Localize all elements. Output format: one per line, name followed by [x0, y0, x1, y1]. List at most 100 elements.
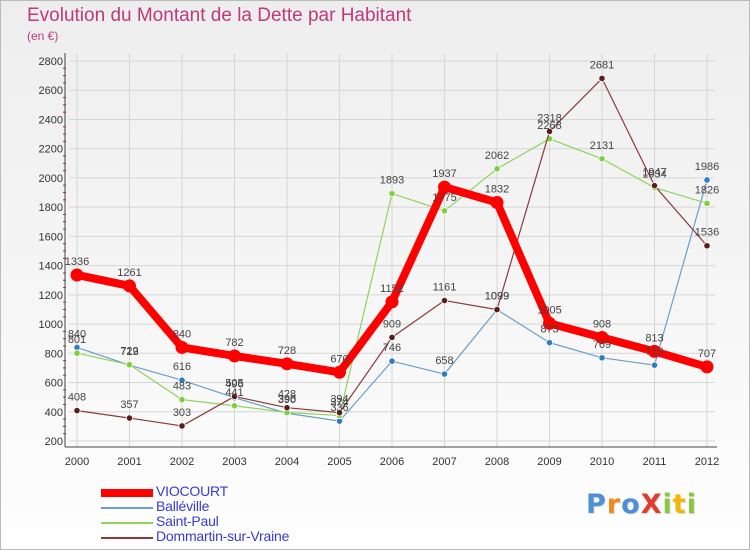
y-tick-label: 1800 [39, 202, 63, 214]
unit-label: (en €) [27, 29, 59, 43]
data-labels: 840 719 616 496 390 336 746 658 1099 873 769 719 198… [65, 59, 719, 419]
data-label-ball-ville: 719 [120, 346, 138, 358]
y-tick-label: 200 [45, 436, 63, 448]
data-point-viocourt [385, 295, 399, 309]
data-label-viocourt: 1937 [432, 168, 456, 180]
y-tick-label: 2800 [39, 56, 63, 68]
data-label-saint-paul: 2131 [590, 140, 614, 152]
x-tick-label: 2007 [432, 456, 456, 468]
data-label-ball-ville: 390 [278, 394, 296, 406]
data-label-dommartin-sur-vraine: 1099 [485, 291, 509, 303]
proxiti-logo: ProXiti [586, 489, 697, 520]
data-label-saint-paul: 441 [225, 387, 243, 399]
y-tick-label: 2200 [39, 144, 63, 156]
logo-letter: i [686, 489, 697, 520]
data-label-dommartin-sur-vraine: 357 [120, 399, 138, 411]
data-point-dommartin-sur-vraine [440, 296, 449, 305]
data-label-viocourt: 1336 [65, 256, 89, 268]
data-point-viocourt [438, 180, 451, 194]
data-point-viocourt [648, 344, 661, 358]
grid [69, 53, 715, 447]
y-tick-label: 1200 [39, 290, 63, 302]
data-point-viocourt [175, 340, 189, 354]
data-point-ball-ville [388, 357, 396, 365]
data-label-ball-ville: 746 [383, 342, 401, 354]
y-tick-label: 2400 [39, 114, 63, 126]
x-tick-label: 2006 [380, 456, 404, 468]
data-point-viocourt [543, 316, 556, 330]
y-tick-label: 800 [45, 348, 63, 360]
legend-label: Dommartin-sur-Vraine [156, 528, 290, 544]
x-tick-label: 2004 [275, 456, 299, 468]
data-point-saint-paul [703, 199, 711, 207]
data-point-dommartin-sur-vraine [650, 182, 659, 190]
y-tick-label: 600 [45, 378, 63, 390]
data-point-ball-ville [545, 339, 554, 347]
data-label-viocourt: 670 [330, 353, 348, 365]
data-label-saint-paul: 1934 [642, 169, 666, 181]
chart-title: Evolution du Montant de la Dette par Hab… [27, 5, 412, 26]
data-point-ball-ville [440, 370, 449, 378]
data-label-dommartin-sur-vraine: 303 [173, 407, 191, 419]
data-point-saint-paul [125, 361, 134, 369]
data-label-dommartin-sur-vraine: 909 [383, 318, 401, 330]
data-point-dommartin-sur-vraine [283, 404, 291, 412]
data-point-saint-paul [388, 189, 396, 198]
y-tick-label: 1000 [39, 319, 63, 331]
data-label-ball-ville: 658 [435, 355, 453, 367]
data-label-dommartin-sur-vraine: 1536 [695, 227, 719, 239]
x-tick-label: 2012 [695, 456, 719, 468]
data-point-viocourt [70, 268, 84, 282]
data-point-viocourt [595, 331, 609, 345]
data-label-viocourt: 707 [698, 348, 716, 360]
data-label-ball-ville: 336 [330, 402, 348, 414]
legend-label: Balléville [156, 498, 210, 514]
x-tick-label: 2001 [117, 456, 141, 468]
logo-letter: t [672, 489, 687, 520]
data-point-viocourt [490, 195, 504, 209]
x-tick-label: 2003 [222, 456, 246, 468]
data-point-saint-paul [178, 396, 186, 404]
data-point-saint-paul [440, 207, 449, 215]
data-point-saint-paul [73, 349, 81, 357]
data-label-viocourt: 908 [593, 319, 611, 331]
data-label-dommartin-sur-vraine: 394 [330, 394, 348, 406]
data-point-dommartin-sur-vraine [703, 242, 711, 250]
data-label-ball-ville: 496 [225, 379, 243, 391]
data-point-dommartin-sur-vraine [598, 74, 606, 82]
data-point-ball-ville [178, 376, 186, 384]
data-point-ball-ville [598, 354, 606, 362]
data-label-saint-paul: 396 [278, 393, 296, 405]
y-tick-label: 1400 [39, 261, 63, 273]
data-point-viocourt [700, 360, 714, 374]
y-tick-label: 400 [45, 407, 63, 419]
y-tick-label: 2000 [39, 173, 63, 185]
data-label-dommartin-sur-vraine: 2318 [537, 112, 561, 124]
data-label-saint-paul: 2062 [485, 150, 509, 162]
x-tick-label: 2005 [327, 456, 351, 468]
data-label-saint-paul: 722 [120, 346, 138, 358]
data-label-viocourt: 1261 [117, 267, 141, 279]
data-label-saint-paul: 483 [173, 381, 191, 393]
x-tick-label: 2008 [485, 456, 509, 468]
axes: 200 400 600 800 1000 1200 1400 1600 1800 2000 2200… [39, 53, 719, 468]
logo-letter: i [662, 489, 673, 520]
legend-swatch [101, 489, 153, 497]
data-label-ball-ville: 1099 [485, 291, 509, 303]
y-tick-label: 2600 [39, 85, 63, 97]
data-label-saint-paul: 801 [68, 334, 86, 346]
legend-label: VIOCOURT [156, 483, 229, 499]
data-label-dommartin-sur-vraine: 2681 [590, 59, 614, 71]
data-label-viocourt: 728 [278, 345, 296, 357]
data-point-dommartin-sur-vraine [178, 422, 186, 430]
y-tick-label: 1600 [39, 231, 63, 243]
data-label-ball-ville: 719 [645, 346, 663, 358]
x-tick-label: 2010 [590, 456, 614, 468]
data-point-ball-ville [650, 361, 659, 369]
data-point-saint-paul [493, 165, 501, 173]
data-point-dommartin-sur-vraine [73, 406, 81, 415]
data-label-viocourt: 813 [645, 332, 663, 344]
x-tick-label: 2009 [537, 456, 561, 468]
data-label-ball-ville: 840 [68, 328, 86, 340]
